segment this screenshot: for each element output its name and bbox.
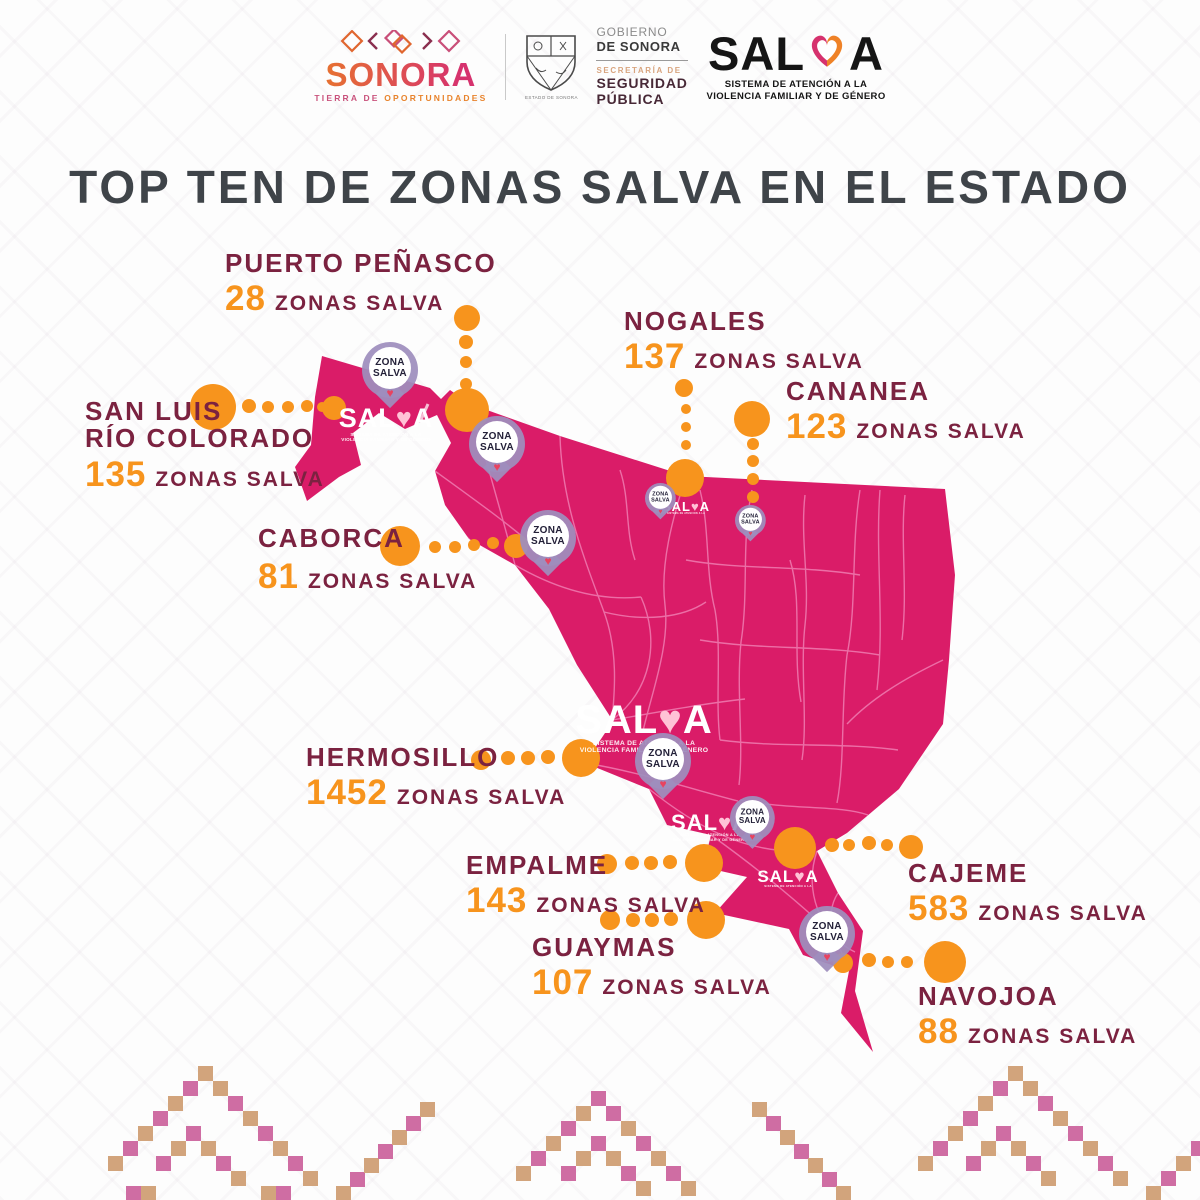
header: SONORA TIERRA DE OPORTUNIDADES ESTADO DE… [0, 25, 1200, 108]
city-label-hermosillo: HERMOSILLO 1452 ZONAS SALVA [306, 742, 567, 813]
city-unit: ZONAS SALVA [978, 902, 1148, 926]
city-unit: ZONAS SALVA [307, 570, 478, 594]
header-divider [505, 33, 507, 100]
heart-icon: ♥ [544, 554, 552, 568]
heart-icon: ♥ [659, 777, 667, 791]
sonora-tagline: TIERRA DE OPORTUNIDADES [314, 93, 488, 104]
city-label-caborca: CABORCA 81 ZONAS SALVA [258, 523, 478, 597]
sonora-state-seal: ESTADO DE SONORA [524, 34, 578, 100]
heart-icon: ♥ [493, 460, 501, 474]
city-count: 88 [918, 1012, 959, 1052]
gov-line-seguridad: SEGURIDAD [596, 74, 688, 91]
salva-subtitle: SISTEMA DE ATENCIÓN A LA VIOLENCIA FAMIL… [706, 79, 886, 103]
city-name: SAN LUIS [85, 396, 223, 426]
city-count: 123 [786, 407, 848, 447]
salva-logo: SAL A SISTEMA DE ATENCIÓN A LA VIOLENCIA… [706, 30, 885, 103]
seal-caption: ESTADO DE SONORA [525, 94, 578, 100]
zona-salva-pin-cananea: ZONA SALVA ♥ [735, 505, 766, 545]
city-unit: ZONAS SALVA [536, 894, 706, 918]
city-name: CANANEA [786, 376, 930, 406]
heart-icon: ♥ [748, 529, 753, 537]
sonora-state-shape [295, 356, 955, 1052]
city-count: 1452 [306, 773, 388, 813]
zona-salva-pin-hermosillo: ZONA SALVA ♥ [635, 733, 691, 805]
sonora-glyphs-icon [340, 28, 461, 55]
gov-line-gobierno: GOBIERNO [596, 25, 668, 39]
zona-salva-pin-caborca: ZONA SALVA ♥ [520, 510, 576, 582]
connector-dots [190, 305, 966, 983]
salva-watermark-cajeme: SAL♥A SISTEMA DE ATENCIÓN A LA [757, 867, 819, 889]
zona-salva-pin-navojoa: ZONA SALVA ♥ [799, 906, 855, 978]
city-unit: ZONAS SALVA [602, 976, 772, 1000]
city-name: GUAYMAS [532, 932, 677, 962]
city-name: PUERTO PEÑASCO [225, 248, 497, 278]
city-unit: ZONAS SALVA [274, 292, 445, 316]
salva-heart-icon [811, 35, 843, 67]
city-unit: ZONAS SALVA [155, 467, 325, 491]
zona-salva-pin-nogales: ZONA SALVA ♥ [645, 483, 676, 523]
city-unit: ZONAS SALVA [694, 350, 864, 374]
city-name: EMPALME [466, 850, 609, 880]
salva-wordmark: SAL A [708, 27, 884, 81]
gov-line-secretaria: SECRETARÍA DE [596, 65, 682, 75]
city-name: HERMOSILLO [306, 742, 500, 772]
zona-salva-pin-puerto-penasco: ZONA SALVA ♥ [362, 342, 418, 414]
city-label-san-luis-rio-colorado: SAN LUIS RÍO COLORADO 135 ZONAS SALVA [85, 396, 325, 494]
gov-divider-rule [596, 59, 689, 61]
city-label-empalme: EMPALME 143 ZONAS SALVA [466, 850, 706, 921]
heart-icon: ♥ [386, 386, 394, 400]
city-count: 143 [466, 881, 528, 921]
city-label-cajeme: CAJEME 583 ZONAS SALVA [908, 858, 1148, 929]
heart-icon: ♥ [823, 950, 831, 964]
heart-icon: ♥ [690, 499, 700, 514]
heart-icon: ♥ [395, 403, 413, 433]
city-unit: ZONAS SALVA [856, 420, 1026, 444]
city-unit: ZONAS SALVA [967, 1025, 1138, 1049]
sonora-logo: SONORA TIERRA DE OPORTUNIDADES [314, 28, 488, 104]
heart-icon: ♥ [718, 810, 733, 835]
heart-icon: ♥ [749, 831, 756, 843]
city-count: 583 [908, 889, 970, 929]
zona-salva-pin-northwest: ZONA SALVA ♥ [469, 416, 525, 488]
city-unit: ZONAS SALVA [396, 786, 567, 810]
city-count: 81 [258, 557, 299, 597]
city-label-cananea: CANANEA 123 ZONAS SALVA [786, 376, 1026, 447]
government-text-block: GOBIERNO DE SONORA SECRETARÍA DE SEGURID… [596, 25, 689, 108]
city-count: 28 [225, 279, 266, 319]
city-label-nogales: NOGALES 137 ZONAS SALVA [624, 306, 864, 377]
city-name: NAVOJOA [918, 981, 1059, 1011]
city-name: RÍO COLORADO [85, 423, 315, 454]
heart-icon: ♥ [658, 698, 683, 742]
city-count: 137 [624, 337, 686, 377]
coat-of-arms-icon [526, 34, 577, 91]
city-name: CAJEME [908, 858, 1029, 888]
heart-icon: ♥ [658, 507, 663, 515]
city-name: NOGALES [624, 306, 767, 336]
gov-line-de-sonora: DE SONORA [596, 38, 681, 54]
city-count: 135 [85, 454, 147, 494]
salva-watermark-northwest: SAL♥A SISTEMA DE ATENCIÓN A LA VIOLENCIA… [338, 403, 434, 442]
heart-icon: ♥ [794, 867, 806, 886]
city-label-guaymas: GUAYMAS 107 ZONAS SALVA [532, 932, 772, 1003]
zona-salva-pin-empalme: ZONA SALVA ♥ [730, 796, 775, 854]
gov-line-publica: PÚBLICA [596, 91, 665, 108]
sonora-wordmark: SONORA [314, 58, 487, 91]
city-name: CABORCA [258, 523, 405, 553]
page-title: TOP TEN DE ZONAS SALVA EN EL ESTADO [69, 161, 1131, 213]
city-count: 107 [532, 963, 594, 1003]
city-label-navojoa: NAVOJOA 88 ZONAS SALVA [918, 981, 1138, 1052]
city-label-puerto-penasco: PUERTO PEÑASCO 28 ZONAS SALVA [225, 248, 497, 319]
